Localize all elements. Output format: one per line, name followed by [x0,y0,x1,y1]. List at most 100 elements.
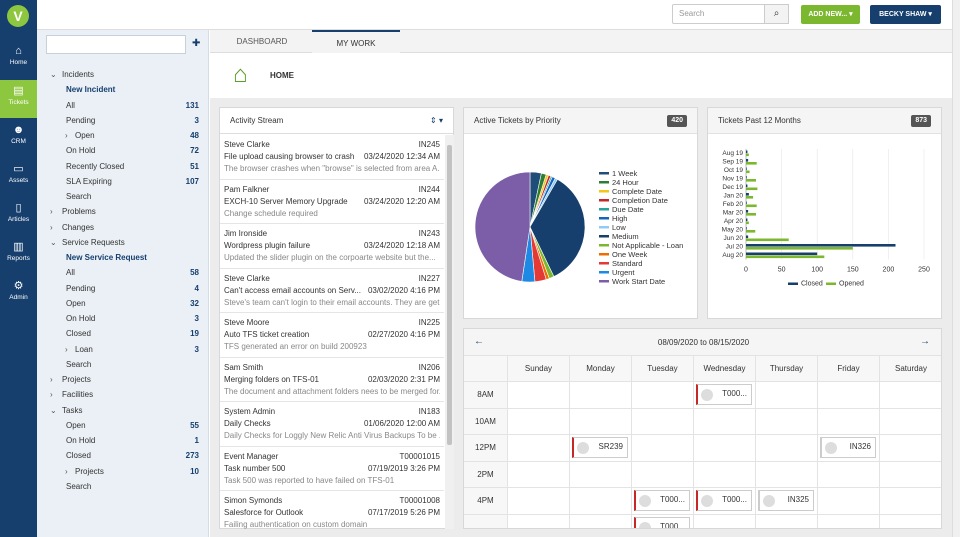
calendar-cell[interactable] [508,382,570,409]
chevron-down-icon[interactable]: ⌄ [50,237,57,247]
chevron-right-icon[interactable]: › [65,344,68,354]
calendar-cell[interactable] [694,408,756,435]
calendar-cell[interactable] [570,382,632,409]
calendar-cell[interactable] [632,408,694,435]
sort-icon[interactable]: ⇕ ▾ [430,116,443,125]
nav-item-on-hold[interactable]: On Hold 3 [37,311,199,326]
calendar-cell[interactable] [818,461,880,488]
nav-item-service-requests[interactable]: ⌄ Service Requests [37,235,199,250]
calendar-cell[interactable] [756,382,818,409]
nav-search-input[interactable] [46,35,186,54]
calendar-cell[interactable] [632,488,694,515]
activity-item[interactable]: Sam Smith IN206 Merging folders on TFS-01 0… [220,358,444,402]
nav-item-tasks[interactable]: ⌄ Tasks [37,403,199,418]
rail-item-assets[interactable]: ▭ Assets [0,158,37,196]
nav-item-search[interactable]: Search [37,189,199,204]
nav-item-projects[interactable]: › Projects [37,372,199,387]
calendar-cell[interactable] [570,488,632,515]
rail-item-tickets[interactable]: ▤ Tickets [0,80,37,118]
calendar-cell[interactable] [880,462,941,488]
rail-item-reports[interactable]: ▥ Reports [0,236,37,274]
calendar-cell[interactable] [570,514,632,528]
calendar-cell[interactable] [756,408,818,435]
scroll-thumb[interactable] [447,145,452,445]
calendar-cell[interactable] [880,515,941,529]
calendar-cell[interactable] [570,408,632,435]
calendar-cell[interactable] [508,435,570,462]
nav-item-search[interactable]: Search [37,357,199,372]
nav-item-on-hold[interactable]: On Hold 1 [37,433,199,448]
nav-item-facilities[interactable]: › Facilities [37,387,199,402]
tab-dashboard[interactable]: DASHBOARD [236,37,288,46]
activity-item[interactable]: Jim Ironside IN243 Wordpress plugin failur… [220,224,444,269]
nav-item-projects[interactable]: › Projects 10 [37,464,199,479]
activity-item[interactable]: Steve Clarke IN245 File upload causing bro… [220,135,444,180]
calendar-cell[interactable] [632,514,694,528]
calendar-cell[interactable] [632,435,694,462]
calendar-cell[interactable] [756,461,818,488]
user-menu-button[interactable]: BECKY SHAW ▾ [870,5,941,24]
nav-item-new-service-request[interactable]: New Service Request [37,250,199,265]
rail-item-home[interactable]: ⌂ Home [0,40,37,78]
calendar-cell[interactable] [880,409,941,435]
calendar-cell[interactable] [570,461,632,488]
activity-item[interactable]: Event Manager T00001015 Task number 500 07/… [220,447,444,491]
calendar-cell[interactable] [632,461,694,488]
global-search-input[interactable]: Search [672,4,765,24]
calendar-cell[interactable] [508,461,570,488]
calendar-cell[interactable] [880,488,941,515]
nav-item-recently-closed[interactable]: Recently Closed 51 [37,159,199,174]
calendar-cell[interactable] [694,435,756,462]
nav-item-incidents[interactable]: ⌄ Incidents [37,67,199,82]
calendar-cell[interactable] [818,514,880,528]
rail-item-articles[interactable]: ▯ Articles [0,197,37,235]
chevron-right-icon[interactable]: › [50,222,53,232]
nav-item-open[interactable]: Open 55 [37,418,199,433]
calendar-event[interactable]: IN326 [820,437,876,458]
calendar-event[interactable]: T000... [634,490,690,511]
nav-item-search[interactable]: Search [37,479,199,494]
calendar-cell[interactable] [508,408,570,435]
calendar-cell[interactable] [818,435,880,462]
calendar-cell[interactable] [818,488,880,515]
calendar-cell[interactable] [880,435,941,462]
pin-icon[interactable]: ✚ [192,38,201,49]
nav-item-problems[interactable]: › Problems [37,204,199,219]
calendar-cell[interactable] [632,382,694,409]
chevron-right-icon[interactable]: › [50,390,53,400]
chevron-down-icon[interactable]: ⌄ [50,70,57,79]
chevron-right-icon[interactable]: › [65,131,68,140]
rail-item-crm[interactable]: ☻ CRM [0,119,37,157]
calendar-cell[interactable] [508,514,570,528]
nav-item-open[interactable]: › Open 48 [37,128,199,143]
calendar-cell[interactable] [694,488,756,515]
activity-item[interactable]: Steve Clarke IN227 Can't access email acco… [220,269,444,313]
rail-item-admin[interactable]: ⚙ Admin [0,275,37,313]
activity-item[interactable]: Simon Symonds T00001008 Salesforce for Out… [220,491,444,529]
app-logo[interactable]: V [7,5,29,27]
calendar-cell[interactable] [818,382,880,409]
search-button[interactable]: ⌕ [765,4,789,24]
calendar-cell[interactable] [818,408,880,435]
nav-item-loan[interactable]: › Loan 3 [37,342,199,357]
calendar-cell[interactable] [694,461,756,488]
nav-item-all[interactable]: All 58 [37,265,199,280]
nav-item-all[interactable]: All 131 [37,98,199,113]
chevron-right-icon[interactable]: › [50,207,53,217]
calendar-cell[interactable] [756,514,818,528]
calendar-cell[interactable] [756,488,818,515]
nav-item-open[interactable]: Open 32 [37,296,199,311]
nav-item-changes[interactable]: › Changes [37,220,199,235]
nav-item-on-hold[interactable]: On Hold 72 [37,143,199,158]
calendar-cell[interactable] [694,382,756,409]
chevron-right-icon[interactable]: › [50,375,53,384]
activity-scrollbar[interactable] [445,135,454,529]
nav-item-pending[interactable]: Pending 3 [37,113,199,128]
chevron-down-icon[interactable]: ⌄ [50,405,57,415]
calendar-cell[interactable] [508,488,570,515]
calendar-event[interactable]: T000... [634,516,690,528]
page-scrollbar[interactable] [952,0,960,537]
prev-week-arrow-icon[interactable]: ← [474,336,484,347]
chevron-right-icon[interactable]: › [65,466,68,476]
calendar-event[interactable]: T000... [696,384,752,405]
